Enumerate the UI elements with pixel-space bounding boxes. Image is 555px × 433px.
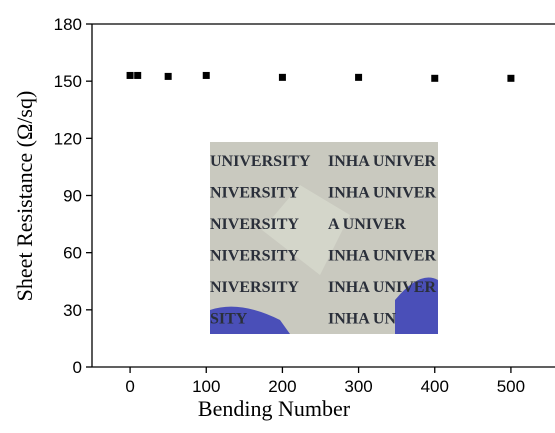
data-point xyxy=(507,75,514,82)
inset-photo: UNIVERSITY INHA UNIVER NIVERSITY INHA UNIVE… xyxy=(210,142,438,334)
inset-text: INHA UN xyxy=(328,311,396,328)
y-tick-label: 60 xyxy=(63,244,82,263)
data-point xyxy=(203,72,210,79)
inset-text: UNIVERSITY xyxy=(210,153,311,170)
y-tick-label: 30 xyxy=(63,301,82,320)
y-tick-label: 150 xyxy=(54,72,82,91)
x-tick-label: 500 xyxy=(497,377,525,396)
data-point xyxy=(279,74,286,81)
x-tick-label: 200 xyxy=(268,377,296,396)
data-point xyxy=(127,72,134,79)
y-axis-title: Sheet Resistance (Ω/sq) xyxy=(12,91,37,302)
inset-text: INHA UNIVER xyxy=(328,248,436,265)
x-axis-title: Bending Number xyxy=(198,396,351,421)
y-tick-label: 180 xyxy=(54,15,82,34)
y-tick-label: 90 xyxy=(63,187,82,206)
inset-text: NIVERSITY xyxy=(210,279,299,296)
data-point xyxy=(165,73,172,80)
x-tick-label: 100 xyxy=(192,377,220,396)
data-point xyxy=(355,74,362,81)
inset-text: A UNIVER xyxy=(328,216,406,233)
inset-text: SITY xyxy=(210,311,248,328)
x-tick-label: 400 xyxy=(421,377,449,396)
inset-text: NIVERSITY xyxy=(210,185,299,202)
data-point xyxy=(134,72,141,79)
chart: UNIVERSITY INHA UNIVER NIVERSITY INHA UNIVE… xyxy=(0,0,555,433)
inset-text: INHA UNIVER xyxy=(328,279,436,296)
y-tick-label: 0 xyxy=(73,358,82,377)
x-tick-label: 300 xyxy=(344,377,372,396)
x-tick-label: 0 xyxy=(125,377,134,396)
data-point xyxy=(431,75,438,82)
y-tick-label: 120 xyxy=(54,129,82,148)
inset-text: INHA UNIVER xyxy=(328,185,436,202)
inset-text: NIVERSITY xyxy=(210,216,299,233)
inset-text: INHA UNIVER xyxy=(328,153,436,170)
inset-text: NIVERSITY xyxy=(210,248,299,265)
